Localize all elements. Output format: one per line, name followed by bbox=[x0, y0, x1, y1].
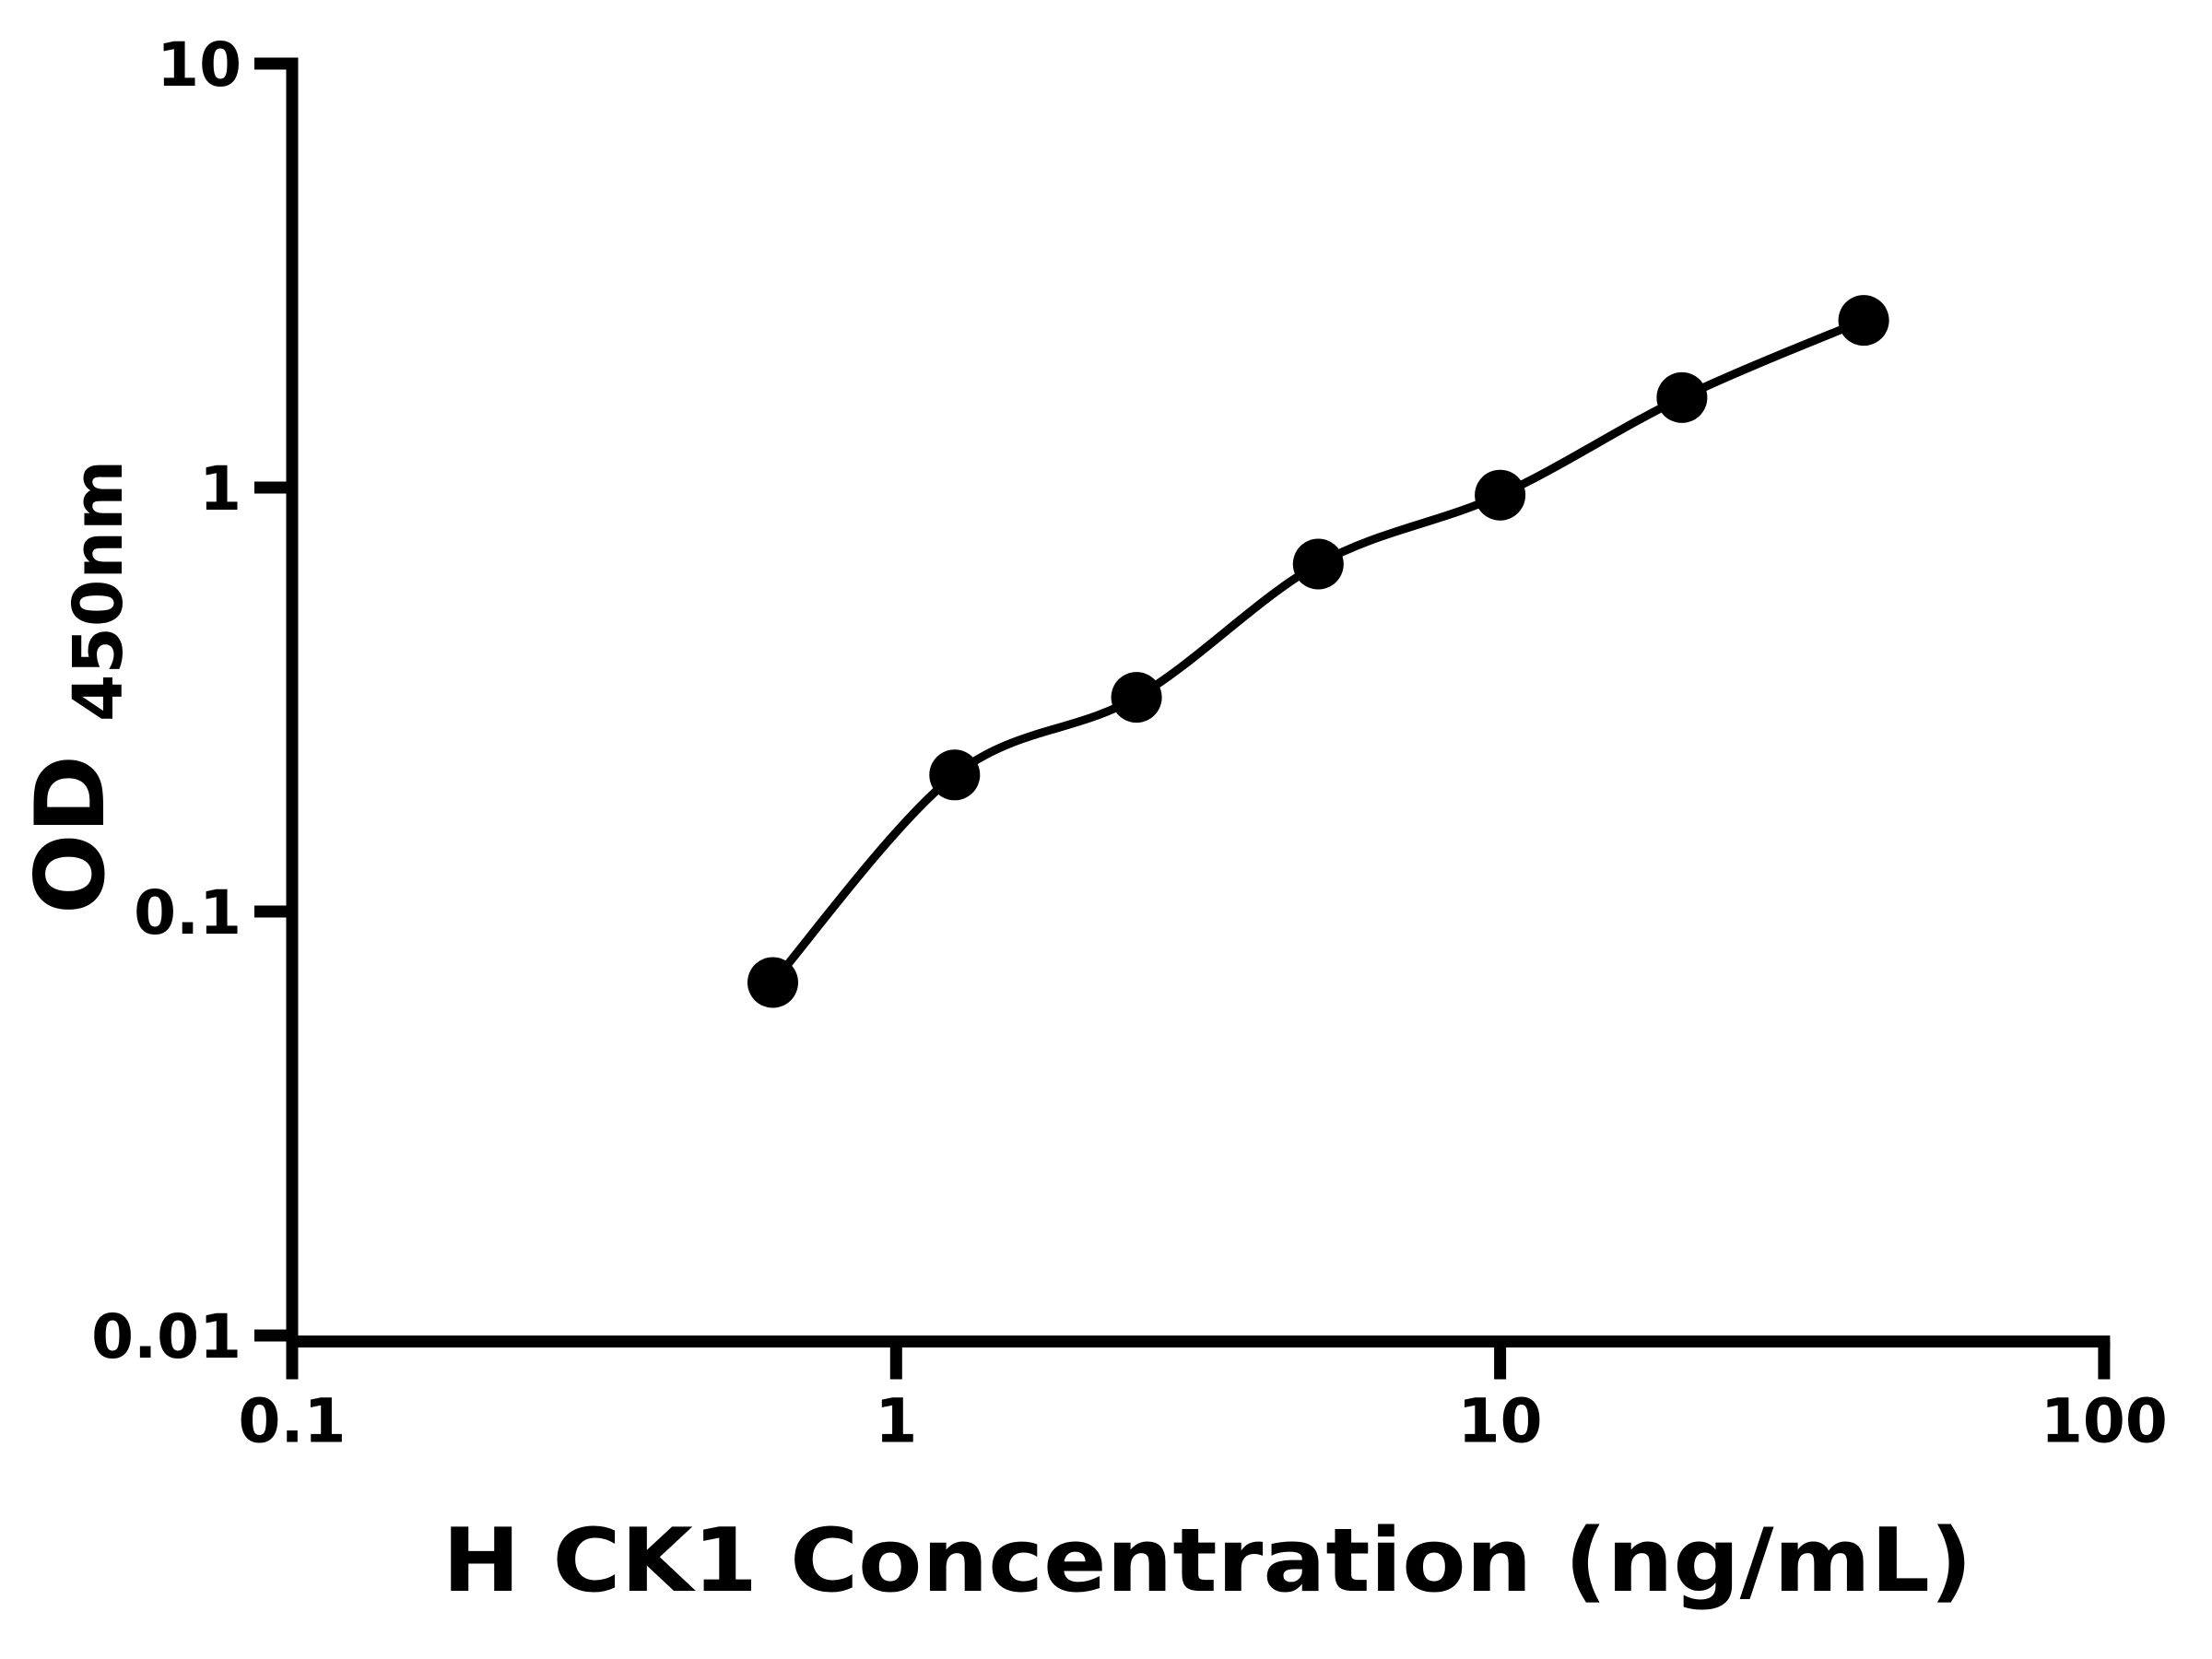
y-axis-title-subscript: 450nm bbox=[59, 460, 138, 722]
axes bbox=[286, 57, 2111, 1347]
y-axis-title: OD 450nm bbox=[16, 460, 138, 914]
y-tick-label: 10 bbox=[157, 29, 241, 100]
data-point bbox=[1838, 295, 1889, 347]
y-axis-title-main: OD bbox=[16, 755, 126, 914]
data-point bbox=[929, 749, 981, 801]
x-tick-label: 10 bbox=[1458, 1386, 1543, 1457]
axis-ticks bbox=[254, 57, 2111, 1380]
x-tick-label: 100 bbox=[2041, 1386, 2168, 1457]
data-point bbox=[1292, 538, 1344, 590]
x-tick-label: 1 bbox=[875, 1386, 917, 1457]
axis-tick-labels: 10 1 0.1 0.01 0.1 1 10 100 bbox=[91, 29, 2168, 1457]
fit-curve bbox=[769, 316, 1868, 987]
data-points bbox=[747, 295, 1889, 1008]
data-point bbox=[1475, 469, 1526, 521]
y-tick-label: 0.01 bbox=[91, 1301, 241, 1372]
x-tick-label: 0.1 bbox=[239, 1386, 347, 1457]
x-axis-title: H CK1 Concentration (ng/mL) bbox=[442, 1511, 1972, 1612]
data-point bbox=[747, 957, 798, 1008]
y-tick-label: 0.1 bbox=[134, 877, 241, 948]
data-point bbox=[1111, 672, 1162, 724]
y-tick-label: 1 bbox=[199, 453, 241, 524]
data-point bbox=[1656, 371, 1708, 423]
